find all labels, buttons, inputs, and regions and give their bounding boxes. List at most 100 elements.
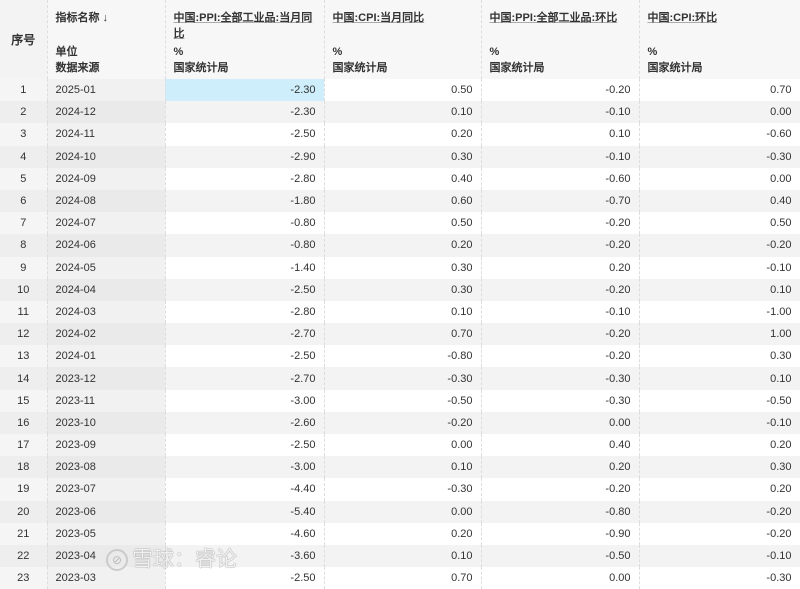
- cpi-yoy-cell[interactable]: 0.70: [324, 323, 482, 346]
- ppi-yoy-cell[interactable]: -3.00: [165, 389, 325, 412]
- cpi-yoy-cell[interactable]: 0.20: [324, 123, 482, 146]
- ppi-mom-cell[interactable]: 0.40: [481, 434, 640, 457]
- cpi-yoy-cell[interactable]: 0.10: [324, 101, 482, 124]
- cpi-mom-cell[interactable]: 0.30: [639, 456, 800, 479]
- ppi-mom-cell[interactable]: 0.10: [481, 123, 640, 146]
- ppi-yoy-cell[interactable]: -2.50: [165, 345, 325, 368]
- table-row[interactable]: 21 2023-05 -4.60 0.20 -0.90 -0.20: [0, 522, 800, 545]
- table-row[interactable]: 16 2023-10 -2.60 -0.20 0.00 -0.10: [0, 411, 800, 434]
- column-header-cpi-yoy[interactable]: 中国:CPI:当月同比 % 国家统计局: [324, 0, 482, 79]
- ppi-mom-cell[interactable]: -0.20: [481, 278, 640, 301]
- ppi-mom-cell[interactable]: -0.20: [481, 345, 640, 368]
- ppi-mom-cell[interactable]: -0.30: [481, 367, 640, 390]
- ppi-yoy-cell[interactable]: -2.90: [165, 145, 325, 168]
- ppi-yoy-cell[interactable]: -3.60: [165, 544, 325, 568]
- table-row[interactable]: 10 2024-04 -2.50 0.30 -0.20 0.10: [0, 278, 800, 301]
- ppi-yoy-cell[interactable]: -2.50: [165, 567, 325, 589]
- table-row[interactable]: 17 2023-09 -2.50 0.00 0.40 0.20: [0, 434, 800, 457]
- cpi-yoy-cell[interactable]: 0.10: [324, 300, 482, 324]
- ppi-mom-cell[interactable]: -0.20: [481, 478, 640, 501]
- cpi-yoy-cell[interactable]: -0.20: [324, 411, 482, 434]
- cpi-yoy-cell[interactable]: 0.70: [324, 567, 482, 589]
- ppi-yoy-cell[interactable]: -2.80: [165, 300, 325, 324]
- cpi-yoy-cell[interactable]: 0.50: [324, 79, 482, 102]
- ppi-mom-cell[interactable]: 0.20: [481, 456, 640, 479]
- ppi-yoy-cell[interactable]: -0.80: [165, 212, 325, 235]
- cpi-mom-cell[interactable]: -0.30: [639, 145, 800, 168]
- cpi-mom-cell[interactable]: 0.10: [639, 278, 800, 301]
- cpi-yoy-cell[interactable]: 0.20: [324, 234, 482, 257]
- table-row[interactable]: 15 2023-11 -3.00 -0.50 -0.30 -0.50: [0, 389, 800, 412]
- cpi-mom-cell[interactable]: 0.30: [639, 345, 800, 368]
- ppi-yoy-cell[interactable]: -2.80: [165, 167, 325, 190]
- cpi-mom-cell[interactable]: -0.60: [639, 123, 800, 146]
- table-row[interactable]: 23 2023-03 -2.50 0.70 0.00 -0.30: [0, 567, 800, 589]
- column-header-cpi-mom[interactable]: 中国:CPI:环比 % 国家统计局: [639, 0, 800, 79]
- ppi-mom-cell[interactable]: 0.00: [481, 567, 640, 589]
- ppi-mom-cell[interactable]: -0.90: [481, 522, 640, 545]
- ppi-yoy-cell[interactable]: -2.70: [165, 367, 325, 390]
- ppi-yoy-cell[interactable]: -2.50: [165, 278, 325, 301]
- ppi-yoy-cell[interactable]: -5.40: [165, 500, 325, 523]
- ppi-mom-cell[interactable]: -0.60: [481, 167, 640, 190]
- cpi-mom-cell[interactable]: -0.10: [639, 544, 800, 568]
- ppi-mom-cell[interactable]: -0.10: [481, 145, 640, 168]
- table-row[interactable]: 14 2023-12 -2.70 -0.30 -0.30 0.10: [0, 367, 800, 390]
- cpi-mom-cell[interactable]: -0.10: [639, 411, 800, 434]
- cpi-mom-cell[interactable]: 0.40: [639, 189, 800, 213]
- table-row[interactable]: 3 2024-11 -2.50 0.20 0.10 -0.60: [0, 123, 800, 146]
- table-row[interactable]: 20 2023-06 -5.40 0.00 -0.80 -0.20: [0, 500, 800, 523]
- table-row[interactable]: 8 2024-06 -0.80 0.20 -0.20 -0.20: [0, 234, 800, 257]
- cpi-yoy-cell[interactable]: 0.50: [324, 212, 482, 235]
- ppi-mom-cell[interactable]: -0.10: [481, 101, 640, 124]
- cpi-mom-cell[interactable]: -0.20: [639, 522, 800, 545]
- cpi-mom-cell[interactable]: -0.30: [639, 567, 800, 589]
- cpi-yoy-cell[interactable]: 0.00: [324, 434, 482, 457]
- ppi-yoy-cell[interactable]: -4.40: [165, 478, 325, 501]
- column-header-ppi-yoy[interactable]: 中国:PPI:全部工业品:当月同比 % 国家统计局: [165, 0, 325, 79]
- sort-indicator-name-label[interactable]: 指标名称 ↓: [55, 12, 109, 24]
- cpi-yoy-cell[interactable]: 0.10: [324, 456, 482, 479]
- cpi-yoy-cell[interactable]: 0.30: [324, 145, 482, 168]
- ppi-yoy-cell[interactable]: -2.30: [165, 101, 325, 124]
- table-row[interactable]: 6 2024-08 -1.80 0.60 -0.70 0.40: [0, 189, 800, 213]
- table-row[interactable]: 19 2023-07 -4.40 -0.30 -0.20 0.20: [0, 478, 800, 501]
- table-row[interactable]: 2 2024-12 -2.30 0.10 -0.10 0.00: [0, 101, 800, 124]
- ppi-mom-cell[interactable]: -0.30: [481, 389, 640, 412]
- cpi-yoy-cell[interactable]: 0.30: [324, 256, 482, 279]
- column-name[interactable]: 中国:PPI:全部工业品:环比: [489, 12, 618, 24]
- ppi-mom-cell[interactable]: -0.20: [481, 212, 640, 235]
- table-row[interactable]: 7 2024-07 -0.80 0.50 -0.20 0.50: [0, 212, 800, 235]
- meta-header[interactable]: 指标名称 ↓ 单位 数据来源: [47, 0, 166, 79]
- ppi-yoy-cell[interactable]: -1.40: [165, 256, 325, 279]
- ppi-mom-cell[interactable]: -0.20: [481, 323, 640, 346]
- cpi-mom-cell[interactable]: -0.50: [639, 389, 800, 412]
- cpi-yoy-cell[interactable]: 0.60: [324, 189, 482, 213]
- ppi-mom-cell[interactable]: 0.20: [481, 256, 640, 279]
- cpi-mom-cell[interactable]: 0.20: [639, 434, 800, 457]
- cpi-mom-cell[interactable]: 0.10: [639, 367, 800, 390]
- table-row[interactable]: 9 2024-05 -1.40 0.30 0.20 -0.10: [0, 256, 800, 279]
- cpi-yoy-cell[interactable]: -0.80: [324, 345, 482, 368]
- cpi-yoy-cell[interactable]: 0.40: [324, 167, 482, 190]
- ppi-mom-cell[interactable]: -0.20: [481, 234, 640, 257]
- cpi-mom-cell[interactable]: -0.10: [639, 256, 800, 279]
- ppi-yoy-cell[interactable]: -2.60: [165, 411, 325, 434]
- cpi-mom-cell[interactable]: -0.20: [639, 500, 800, 523]
- cpi-mom-cell[interactable]: -1.00: [639, 300, 800, 324]
- cpi-mom-cell[interactable]: 1.00: [639, 323, 800, 346]
- cpi-yoy-cell[interactable]: -0.50: [324, 389, 482, 412]
- ppi-mom-cell[interactable]: -0.80: [481, 500, 640, 523]
- ppi-mom-cell[interactable]: -0.50: [481, 544, 640, 568]
- table-row[interactable]: 12 2024-02 -2.70 0.70 -0.20 1.00: [0, 323, 800, 346]
- ppi-yoy-cell[interactable]: -2.50: [165, 123, 325, 146]
- cpi-yoy-cell[interactable]: 0.00: [324, 500, 482, 523]
- ppi-mom-cell[interactable]: -0.70: [481, 189, 640, 213]
- cpi-yoy-cell[interactable]: -0.30: [324, 367, 482, 390]
- table-row[interactable]: 13 2024-01 -2.50 -0.80 -0.20 0.30: [0, 345, 800, 368]
- cpi-mom-cell[interactable]: 0.70: [639, 79, 800, 102]
- cpi-mom-cell[interactable]: -0.20: [639, 234, 800, 257]
- table-row[interactable]: 1 2025-01 -2.30 0.50 -0.20 0.70: [0, 79, 800, 102]
- ppi-yoy-cell[interactable]: -2.30: [165, 79, 325, 102]
- ppi-yoy-cell[interactable]: -2.70: [165, 323, 325, 346]
